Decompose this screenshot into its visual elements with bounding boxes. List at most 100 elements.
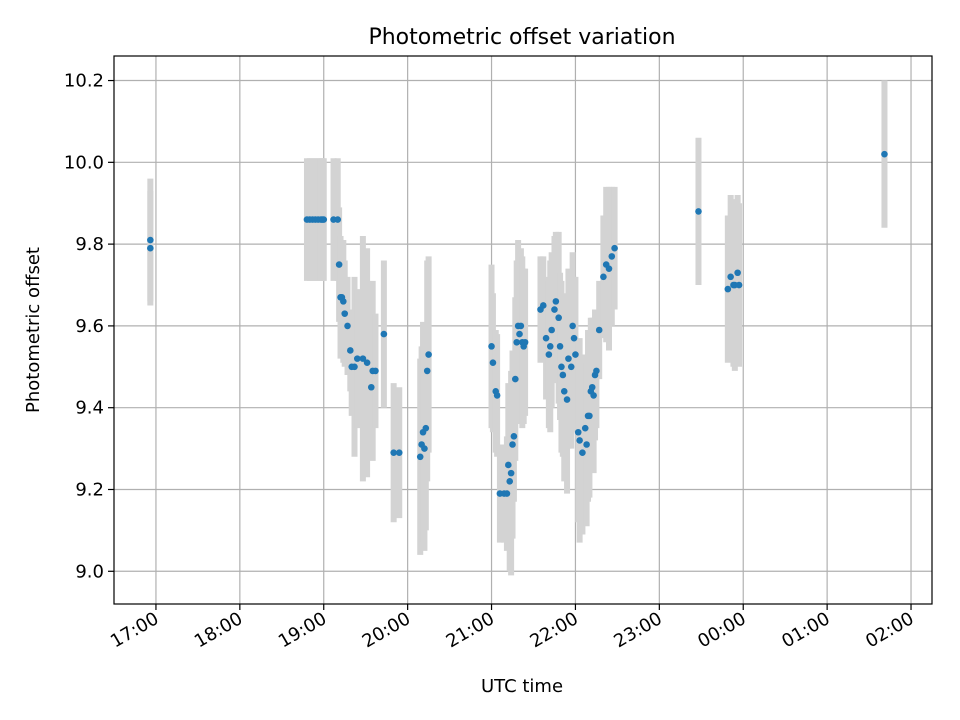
data-point	[334, 216, 342, 223]
data-point	[565, 355, 572, 362]
data-point	[567, 363, 575, 371]
data-point	[354, 355, 361, 362]
data-point	[372, 367, 379, 375]
data-point	[583, 441, 590, 448]
data-point	[605, 265, 613, 272]
data-point	[727, 273, 734, 281]
y-tick-label: 9.6	[75, 316, 104, 337]
data-point	[574, 428, 582, 436]
data-point	[545, 351, 553, 358]
data-point	[558, 363, 565, 371]
data-point	[422, 424, 430, 432]
data-point	[489, 359, 497, 367]
data-point	[593, 367, 600, 375]
data-point	[340, 298, 347, 305]
data-point	[147, 236, 154, 244]
y-tick-label: 9.0	[75, 561, 104, 582]
data-point	[506, 478, 514, 485]
data-point	[380, 330, 388, 338]
data-point	[586, 412, 593, 420]
data-point	[555, 314, 562, 322]
data-point	[344, 322, 351, 330]
data-point	[503, 490, 511, 497]
data-point	[512, 375, 519, 383]
data-point	[559, 371, 567, 379]
data-point	[513, 338, 521, 346]
data-point	[560, 388, 568, 395]
data-point	[488, 343, 495, 350]
data-point	[416, 453, 424, 461]
data-point	[425, 351, 432, 358]
data-point	[588, 383, 596, 391]
y-tick-label: 10.0	[64, 152, 104, 173]
data-point	[517, 322, 525, 330]
data-points	[147, 150, 888, 497]
data-point	[590, 392, 597, 399]
x-tick-label: 20:00	[359, 608, 414, 652]
data-point	[724, 285, 732, 293]
x-axis-title: UTC time	[481, 676, 563, 697]
data-point	[395, 449, 403, 456]
data-point	[510, 433, 518, 440]
data-point	[423, 367, 431, 375]
data-point	[735, 281, 743, 289]
data-point	[507, 469, 515, 477]
y-axis-title: Photometric offset	[23, 247, 44, 413]
data-point	[320, 216, 328, 223]
y-tick-label: 9.2	[75, 479, 104, 500]
data-point	[341, 310, 349, 317]
x-tick-label: 00:00	[694, 608, 749, 652]
data-point	[595, 326, 603, 334]
data-point	[581, 424, 589, 432]
x-tick-label: 02:00	[862, 608, 917, 652]
chart-title: Photometric offset variation	[368, 25, 675, 50]
data-point	[569, 322, 576, 330]
data-point	[579, 449, 586, 456]
y-axis-ticks: 9.0 9.2 9.4 9.6 9.8 10.0 10.2	[64, 71, 114, 582]
y-tick-label: 9.4	[75, 398, 104, 419]
data-point	[359, 355, 367, 362]
data-point	[390, 449, 397, 456]
data-point	[695, 208, 702, 215]
y-tick-label: 10.2	[64, 71, 104, 92]
data-point	[505, 461, 512, 469]
data-point	[493, 392, 501, 399]
x-tick-label: 21:00	[443, 608, 498, 652]
data-point	[347, 347, 354, 354]
x-tick-label: 17:00	[107, 608, 162, 652]
data-point	[363, 359, 371, 367]
data-point	[367, 383, 375, 391]
data-point	[335, 261, 343, 268]
data-point	[351, 363, 358, 371]
data-point	[570, 334, 578, 342]
x-tick-label: 18:00	[191, 608, 246, 652]
data-point	[556, 343, 564, 350]
x-tick-label: 22:00	[527, 608, 582, 652]
data-point	[552, 298, 560, 305]
data-point	[539, 302, 547, 309]
data-point	[611, 244, 618, 252]
data-point	[734, 269, 741, 277]
x-axis-ticks: 17:00 18:00 19:00 20:00 21:00 22:00 23:00 00:00…	[107, 604, 918, 652]
data-point	[600, 273, 607, 281]
data-point	[147, 244, 154, 252]
data-point	[546, 343, 554, 350]
x-tick-label: 01:00	[778, 608, 833, 652]
data-point	[421, 445, 428, 452]
plot-frame	[113, 55, 933, 605]
data-point	[881, 150, 888, 158]
x-tick-label: 19:00	[275, 608, 330, 652]
data-point	[576, 437, 583, 444]
data-point	[509, 441, 516, 448]
data-point	[516, 330, 523, 338]
data-point	[572, 351, 579, 358]
data-point	[521, 338, 529, 346]
data-point	[608, 253, 616, 260]
data-point	[542, 334, 550, 342]
y-tick-label: 9.8	[75, 234, 104, 255]
data-point	[563, 396, 571, 403]
x-tick-label: 23:00	[610, 608, 665, 652]
data-point	[548, 326, 555, 334]
data-point	[551, 306, 558, 313]
